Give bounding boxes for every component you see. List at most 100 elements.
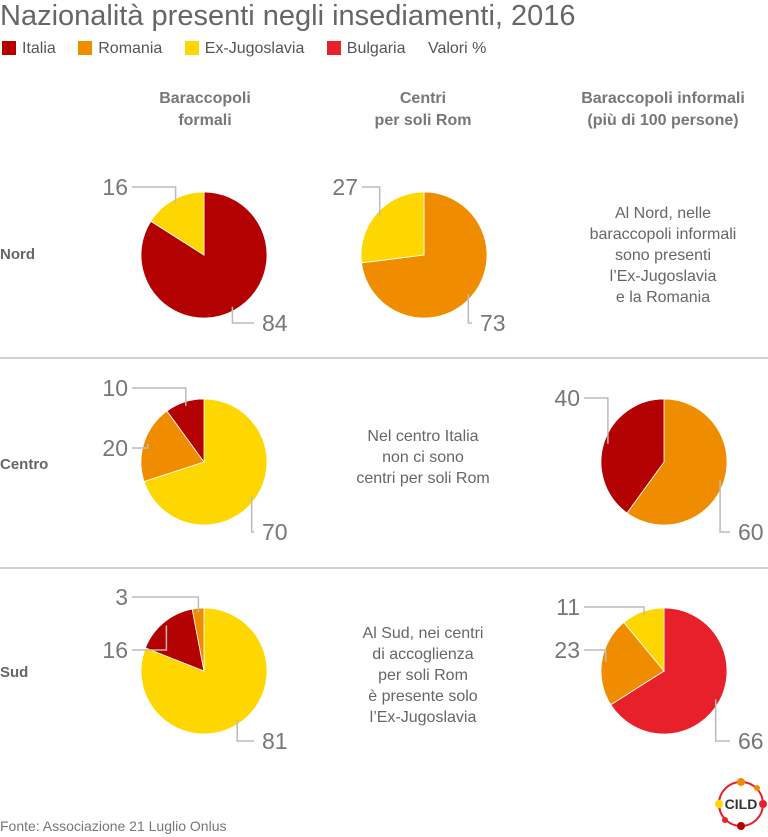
column-header-line: formali xyxy=(178,112,232,129)
value-label-ex-jugoslavia: 70 xyxy=(262,519,288,545)
pie-slice-romania xyxy=(600,621,665,706)
value-label-romania: 3 xyxy=(115,584,128,610)
leader-line xyxy=(719,480,730,533)
column-header-line: (più di 100 persone) xyxy=(587,112,739,129)
pie-slice-italia xyxy=(166,398,205,464)
leader-line xyxy=(132,625,168,651)
leader-line xyxy=(236,719,254,742)
leader-line xyxy=(132,443,149,449)
legend-swatch xyxy=(2,41,16,55)
column-header-line: per soli Rom xyxy=(374,112,472,129)
row-label-nord: Nord xyxy=(0,246,35,263)
pie-slice-italia xyxy=(144,608,205,672)
leader-line xyxy=(362,186,381,216)
column-header-line: Baraccopoli xyxy=(159,90,251,107)
column-header-baraccopoli-informali: Baraccopoli informali (più di 100 person… xyxy=(563,88,763,132)
column-header-baraccopoli-formali: Baraccopoli formali xyxy=(105,88,305,132)
note-line: Al Nord, nelle xyxy=(614,205,712,222)
legend-label: Ex-Jugoslavia xyxy=(204,40,305,57)
pie-slice-ex-jugoslavia xyxy=(623,607,665,673)
leader-line xyxy=(132,387,187,406)
column-header-centri-per-soli-rom: Centri per soli Rom xyxy=(323,88,523,132)
note-line: l’Ex-Jugoslavia xyxy=(369,709,477,726)
note-line: non ci sono xyxy=(382,449,464,466)
leader-line xyxy=(584,397,609,444)
leader-line xyxy=(467,294,472,324)
pie-slice-ex-jugoslavia xyxy=(360,191,425,264)
value-label-romania: 60 xyxy=(738,519,764,545)
note-line: l’Ex-Jugoslavia xyxy=(609,268,717,285)
legend-unit: Valori % xyxy=(427,40,487,57)
note-line: e la Romania xyxy=(615,289,711,306)
leader-line xyxy=(250,496,254,533)
note-centro-centri: Nel centro Italia non ci sono centri per… xyxy=(328,426,518,489)
legend: Italia Romania Ex-Jugoslavia Bulgaria Va… xyxy=(2,40,486,60)
row-label-centro: Centro xyxy=(0,456,49,473)
pie-slice-romania xyxy=(140,410,205,482)
pie-slice-romania xyxy=(626,398,728,526)
legend-swatch xyxy=(326,41,341,55)
pie-nord-centri-per-soli-rom: 27 73 xyxy=(332,174,505,336)
pie-sud-baraccopoli-formali: 3 16 81 xyxy=(102,584,287,754)
value-label-romania: 23 xyxy=(554,637,580,663)
value-label-italia: 40 xyxy=(554,385,580,411)
logo-dot xyxy=(722,817,728,823)
logo-dot xyxy=(759,800,767,808)
note-line: Al Sud, nei centri xyxy=(362,625,484,642)
column-header-line: Centri xyxy=(399,90,447,107)
leader-line xyxy=(714,699,730,742)
note-line: Nel centro Italia xyxy=(367,428,479,445)
row-label-sud: Sud xyxy=(0,664,29,681)
pie-slice-bulgaria xyxy=(610,607,728,735)
note-nord-informali: Al Nord, nelle baraccopoli informali son… xyxy=(568,203,758,308)
legend-item-italia: Italia xyxy=(2,40,56,58)
legend-label: Bulgaria xyxy=(346,40,406,57)
note-sud-centri: Al Sud, nei centri di accoglienza per so… xyxy=(328,623,518,728)
value-label-ex-jugoslavia: 16 xyxy=(102,174,128,200)
value-label-ex-jugoslavia: 11 xyxy=(556,594,580,620)
pie-slice-italia xyxy=(600,398,665,514)
legend-swatch xyxy=(78,41,93,55)
legend-label: Romania xyxy=(98,40,163,57)
legend-swatch xyxy=(184,41,199,55)
cild-logo: CILD xyxy=(715,778,767,830)
note-line: baraccopoli informali xyxy=(589,226,737,243)
pie-centro-baraccopoli-formali: 10 20 70 xyxy=(102,375,287,545)
pie-slice-ex-jugoslavia xyxy=(143,398,268,526)
leader-line xyxy=(584,606,645,616)
leader-line xyxy=(132,186,177,204)
leader-line xyxy=(584,649,607,662)
note-line: sono presenti xyxy=(614,247,712,264)
source-note: Fonte: Associazione 21 Luglio Onlus xyxy=(0,818,227,834)
logo-dot xyxy=(737,822,745,830)
note-line: è presente solo xyxy=(368,688,478,705)
pie-slice-ex-jugoslavia xyxy=(150,191,205,256)
legend-label: Italia xyxy=(22,40,56,57)
value-label-romania: 20 xyxy=(102,435,128,461)
leader-line xyxy=(132,596,200,613)
logo-dot xyxy=(715,800,723,808)
note-line: di accoglienza xyxy=(372,646,474,663)
note-line: per soli Rom xyxy=(378,667,468,684)
value-label-italia: 84 xyxy=(262,310,288,336)
value-label-ex-jugoslavia: 81 xyxy=(262,728,288,754)
column-header-line: Baraccopoli informali xyxy=(581,90,745,107)
value-label-italia: 10 xyxy=(102,375,128,401)
value-label-ex-jugoslavia: 27 xyxy=(332,174,358,200)
pie-centro-baraccopoli-informali: 40 60 xyxy=(554,385,763,545)
row-divider xyxy=(0,357,768,359)
value-label-italia: 16 xyxy=(102,637,128,663)
pie-sud-baraccopoli-informali: 11 23 66 xyxy=(554,594,763,754)
logo-text: CILD xyxy=(725,796,758,812)
legend-item-romania: Romania xyxy=(78,40,162,58)
value-label-bulgaria: 66 xyxy=(738,728,764,754)
legend-item-ex-jugoslavia: Ex-Jugoslavia xyxy=(184,40,305,58)
row-divider xyxy=(0,567,768,569)
leader-line xyxy=(231,306,254,324)
logo-dot xyxy=(754,785,760,791)
chart-title: Nazionalità presenti negli insediamenti,… xyxy=(0,0,576,32)
legend-item-bulgaria: Bulgaria xyxy=(326,40,406,58)
value-label-romania: 73 xyxy=(480,310,506,336)
